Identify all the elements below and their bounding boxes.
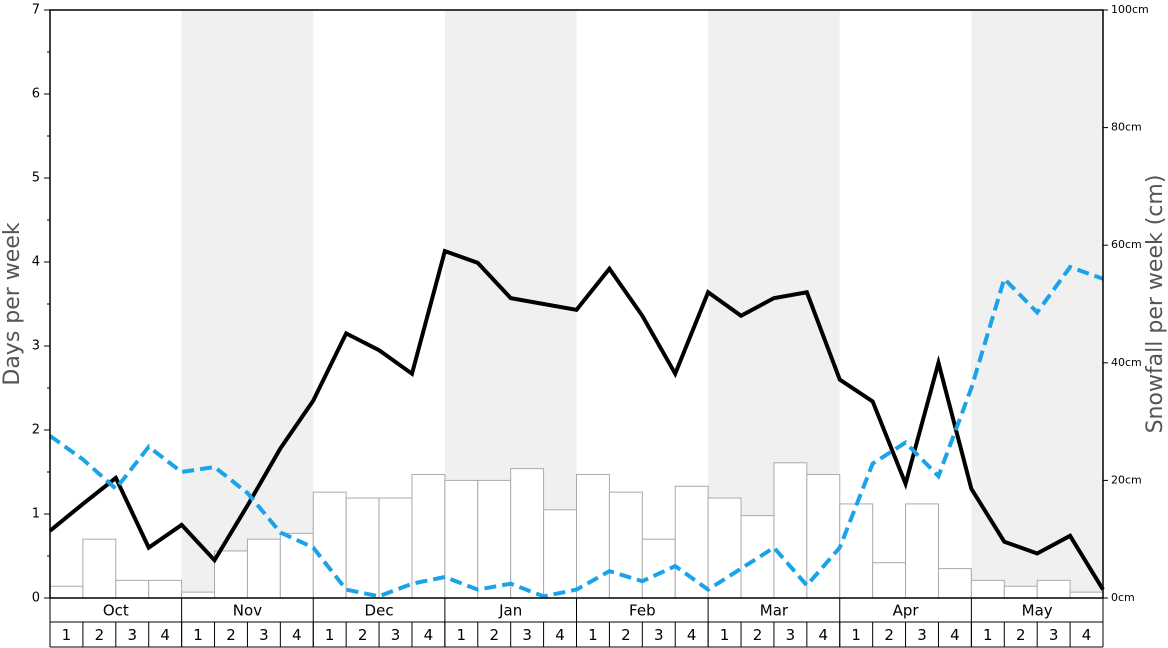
week-label: 4 (424, 626, 434, 644)
snowfall-bar (773, 462, 808, 599)
week-label: 2 (621, 626, 631, 644)
snowfall-bar (444, 479, 479, 599)
week-label: 3 (654, 626, 664, 644)
snowfall-bar (510, 468, 545, 599)
snowfall-bar (937, 568, 972, 599)
month-label: May (1022, 602, 1053, 620)
snowfall-bar (214, 550, 248, 599)
week-label: 3 (786, 626, 796, 644)
line-series (48, 264, 1104, 599)
snowfall-bar (49, 585, 84, 599)
snowfall-bar (839, 503, 874, 599)
month-label: Oct (103, 602, 129, 620)
y-tick-label: 6 (32, 87, 40, 102)
snowfall-bar (543, 509, 577, 599)
snowfall-bar (608, 491, 643, 599)
month-label: Dec (365, 602, 394, 620)
week-label: 3 (391, 626, 401, 644)
month-label: Mar (760, 602, 789, 620)
snowfall-bar (674, 485, 709, 599)
week-label: 1 (62, 626, 72, 644)
week-label: 3 (127, 626, 137, 644)
week-label: 3 (259, 626, 269, 644)
snowfall-bar (740, 515, 775, 599)
week-label: 4 (819, 626, 829, 644)
snowfall-bar (707, 497, 742, 599)
week-label: 1 (457, 626, 467, 644)
y-tick-label: 1 (32, 507, 40, 522)
y-tick-label: 5 (32, 171, 40, 186)
snowfall-bar (82, 538, 117, 599)
line-series (48, 248, 1105, 591)
week-label: 3 (917, 626, 927, 644)
y2-axis-title: Snowfall per week (cm) (1143, 175, 1168, 434)
week-label: 3 (522, 626, 532, 644)
y2-tick-label: 0cm (1111, 591, 1135, 604)
snowfall-bar (345, 497, 380, 599)
week-label: 4 (555, 626, 565, 644)
snowfall-bar (181, 591, 216, 599)
y-tick-label: 7 (32, 3, 40, 18)
week-label: 4 (160, 626, 170, 644)
week-label: 4 (1082, 626, 1092, 644)
week-label: 1 (983, 626, 993, 644)
week-label: 1 (720, 626, 730, 644)
y-tick-label: 4 (32, 255, 40, 270)
snowfall-bar (1036, 579, 1071, 599)
week-label: 2 (226, 626, 236, 644)
y-tick-label: 0 (32, 591, 40, 606)
week-label: 1 (193, 626, 203, 644)
y-tick-label: 2 (32, 423, 40, 438)
y2-tick-label: 100cm (1111, 3, 1149, 16)
week-label: 4 (292, 626, 302, 644)
week-label: 3 (1049, 626, 1059, 644)
month-shade (181, 10, 314, 598)
snowfall-bar (378, 497, 413, 599)
week-label: 4 (950, 626, 960, 644)
y2-tick-label: 80cm (1111, 121, 1142, 134)
week-label: 2 (358, 626, 368, 644)
month-label: Feb (629, 602, 656, 620)
snowfall-bar (115, 579, 150, 599)
snowfall-bar (246, 538, 281, 599)
week-label: 1 (588, 626, 598, 644)
y2-tick-label: 40cm (1111, 356, 1142, 369)
snowfall-bar (477, 479, 512, 599)
month-label: Nov (233, 602, 262, 620)
y-tick-label: 3 (32, 339, 40, 354)
snowfall-bar (1003, 585, 1038, 599)
y2-tick-label: 60cm (1111, 238, 1142, 251)
week-label: 4 (687, 626, 697, 644)
week-label: 1 (851, 626, 861, 644)
week-label: 1 (325, 626, 335, 644)
week-label: 2 (1016, 626, 1026, 644)
week-label: 2 (753, 626, 763, 644)
month-label: Jan (498, 602, 522, 620)
snowfall-bar (872, 562, 907, 599)
snowfall-bar (905, 503, 939, 599)
y2-tick-label: 20cm (1111, 473, 1142, 486)
snowfall-bar (1069, 591, 1104, 599)
week-label: 2 (95, 626, 105, 644)
snowfall-bar (970, 579, 1005, 599)
month-shade (971, 10, 1103, 598)
snowfall-bar (148, 579, 183, 599)
y-axis-title: Days per week (0, 222, 25, 385)
week-label: 2 (489, 626, 499, 644)
week-label: 2 (884, 626, 894, 644)
month-label: Apr (893, 602, 920, 620)
snowfall-bar (279, 532, 314, 599)
